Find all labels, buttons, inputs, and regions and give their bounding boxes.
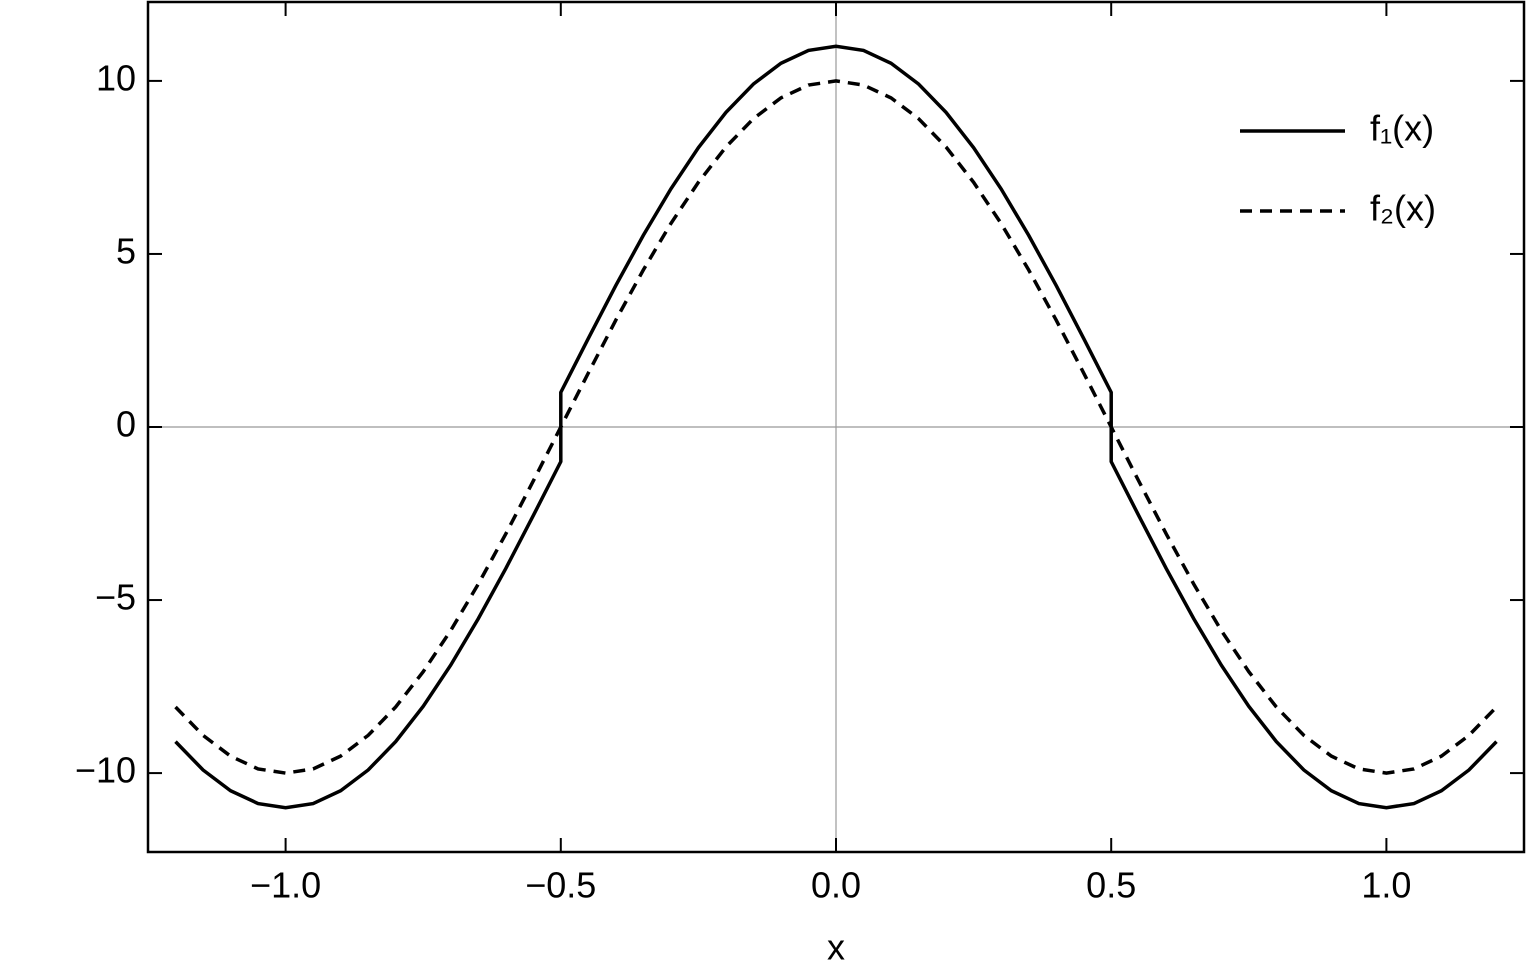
y-tick-label: 0 <box>116 404 136 445</box>
x-tick-label: −0.5 <box>525 865 596 906</box>
legend-label: f₂(x) <box>1370 188 1436 229</box>
legend-label: f₁(x) <box>1370 108 1434 149</box>
x-tick-label: 0.0 <box>811 865 861 906</box>
line-series <box>174 44 1498 810</box>
y-tick-label: 10 <box>96 57 136 98</box>
x-axis-label: x <box>827 927 845 968</box>
y-tick-label: −10 <box>75 750 136 791</box>
x-tick-label: 0.5 <box>1086 865 1136 906</box>
y-tick-label: 5 <box>116 230 136 271</box>
line-series <box>174 79 1498 775</box>
x-tick-label: 1.0 <box>1361 865 1411 906</box>
x-tick-label: −1.0 <box>250 865 321 906</box>
y-tick-label: −5 <box>95 577 136 618</box>
